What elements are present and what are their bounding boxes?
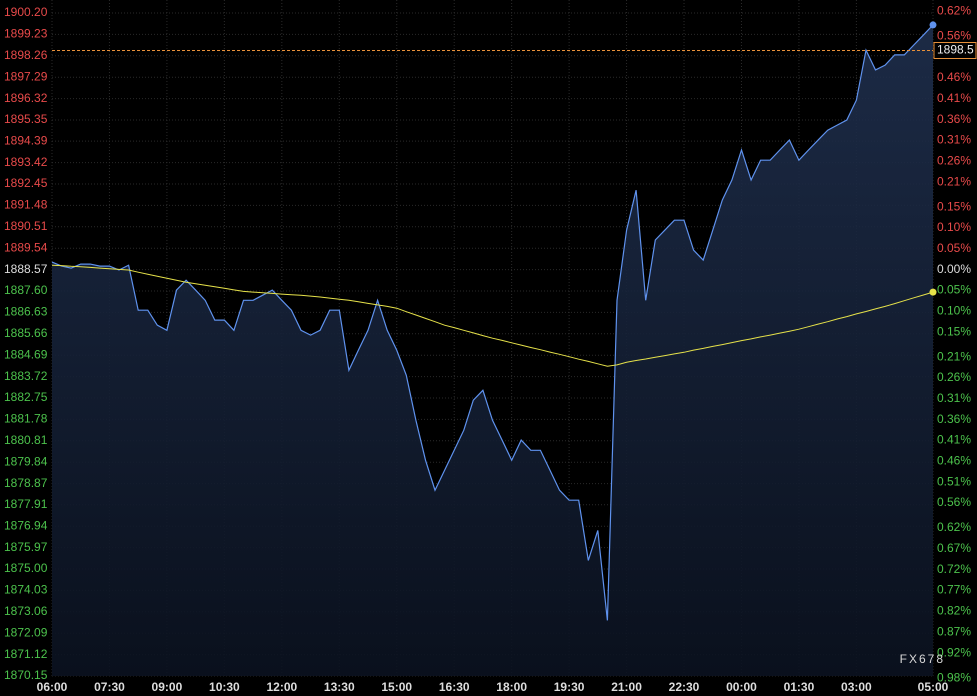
- x-tick-label: 07:30: [94, 680, 125, 694]
- y-tick-label: 1887.60: [4, 283, 48, 297]
- y2-tick-label: 0.92%: [937, 645, 971, 659]
- average-line: [51, 264, 934, 367]
- y2-tick-label: 0.82%: [937, 604, 971, 618]
- x-tick-label: 00:00: [726, 680, 757, 694]
- y-tick-label: 1891.48: [4, 198, 48, 212]
- x-tick-label: 12:00: [266, 680, 297, 694]
- y2-tick-label: 0.98%: [937, 670, 971, 684]
- y2-tick-label: 0.26%: [937, 154, 971, 168]
- price-line: [51, 24, 934, 621]
- y2-tick-label: 0.46%: [937, 70, 971, 84]
- y-tick-label: 1893.42: [4, 155, 48, 169]
- x-tick-label: 19:30: [554, 680, 585, 694]
- y2-tick-label: 0.72%: [937, 562, 971, 576]
- y2-tick-label: 0.36%: [937, 412, 971, 426]
- x-tick-label: 09:00: [152, 680, 183, 694]
- y2-tick-label: 0.31%: [937, 391, 971, 405]
- y-tick-label: 1870.15: [4, 668, 48, 682]
- x-tick-label: 22:30: [669, 680, 700, 694]
- y-tick-label: 1877.91: [4, 497, 48, 511]
- y2-tick-label: 0.56%: [937, 495, 971, 509]
- x-tick-label: 16:30: [439, 680, 470, 694]
- x-tick-label: 05:00: [918, 680, 949, 694]
- y-tick-label: 1888.57: [4, 262, 48, 276]
- x-tick-label: 03:00: [841, 680, 872, 694]
- y2-tick-label: 0.05%: [937, 283, 971, 297]
- y-tick-label: 1900.20: [4, 5, 48, 19]
- y2-tick-label: 0.51%: [937, 474, 971, 488]
- y-tick-label: 1882.75: [4, 390, 48, 404]
- y-tick-label: 1886.63: [4, 305, 48, 319]
- y-tick-label: 1899.23: [4, 27, 48, 41]
- y2-tick-label: 0.21%: [937, 349, 971, 363]
- y-tick-label: 1884.69: [4, 347, 48, 361]
- y-tick-label: 1880.81: [4, 433, 48, 447]
- y-tick-label: 1873.06: [4, 604, 48, 618]
- y2-tick-label: 0.10%: [937, 220, 971, 234]
- y2-tick-label: 0.67%: [937, 541, 971, 555]
- y-tick-label: 1875.00: [4, 561, 48, 575]
- y-tick-label: 1876.94: [4, 518, 48, 532]
- y-tick-label: 1897.29: [4, 69, 48, 83]
- y-tick-label: 1875.97: [4, 540, 48, 554]
- y-tick-label: 1890.51: [4, 219, 48, 233]
- y-tick-label: 1895.35: [4, 112, 48, 126]
- y2-tick-label: 0.46%: [937, 454, 971, 468]
- x-tick-label: 01:30: [784, 680, 815, 694]
- y2-tick-label: 0.62%: [937, 4, 971, 18]
- y-tick-label: 1898.26: [4, 48, 48, 62]
- y-tick-label: 1879.84: [4, 454, 48, 468]
- y2-tick-label: 0.15%: [937, 199, 971, 213]
- last-price-label: 1898.5: [937, 43, 974, 57]
- x-tick-label: 21:00: [611, 680, 642, 694]
- y2-tick-label: 0.36%: [937, 112, 971, 126]
- watermark: FX678: [900, 652, 945, 666]
- y-tick-label: 1878.87: [4, 476, 48, 490]
- y2-tick-label: 0.41%: [937, 433, 971, 447]
- y2-tick-label: 0.31%: [937, 133, 971, 147]
- y-tick-label: 1871.12: [4, 647, 48, 661]
- y2-tick-label: 0.05%: [937, 241, 971, 255]
- last-price-box: [933, 42, 977, 60]
- y-tick-label: 1885.66: [4, 326, 48, 340]
- y2-tick-label: 0.56%: [937, 29, 971, 43]
- y2-tick-label: 0.87%: [937, 624, 971, 638]
- y-tick-label: 1892.45: [4, 176, 48, 190]
- x-tick-label: 06:00: [37, 680, 68, 694]
- x-tick-label: 15:00: [381, 680, 412, 694]
- end-dot: [929, 21, 937, 29]
- y-tick-label: 1889.54: [4, 240, 48, 254]
- x-tick-label: 10:30: [209, 680, 240, 694]
- y2-tick-label: 0.62%: [937, 520, 971, 534]
- y-tick-label: 1896.32: [4, 91, 48, 105]
- y-tick-label: 1883.72: [4, 369, 48, 383]
- y-tick-label: 1881.78: [4, 412, 48, 426]
- y2-tick-label: 0.26%: [937, 370, 971, 384]
- y2-tick-label: 0.10%: [937, 304, 971, 318]
- price-area: [52, 24, 933, 676]
- y2-tick-label: 0.15%: [937, 324, 971, 338]
- y-tick-label: 1894.39: [4, 133, 48, 147]
- end-dot: [929, 288, 937, 296]
- y2-tick-label: 0.77%: [937, 583, 971, 597]
- y-tick-label: 1872.09: [4, 625, 48, 639]
- y-tick-label: 1874.03: [4, 583, 48, 597]
- y2-tick-label: 0.21%: [937, 174, 971, 188]
- x-tick-label: 18:00: [496, 680, 527, 694]
- y2-tick-label: 0.00%: [937, 262, 971, 276]
- y2-tick-label: 0.41%: [937, 91, 971, 105]
- x-tick-label: 13:30: [324, 680, 355, 694]
